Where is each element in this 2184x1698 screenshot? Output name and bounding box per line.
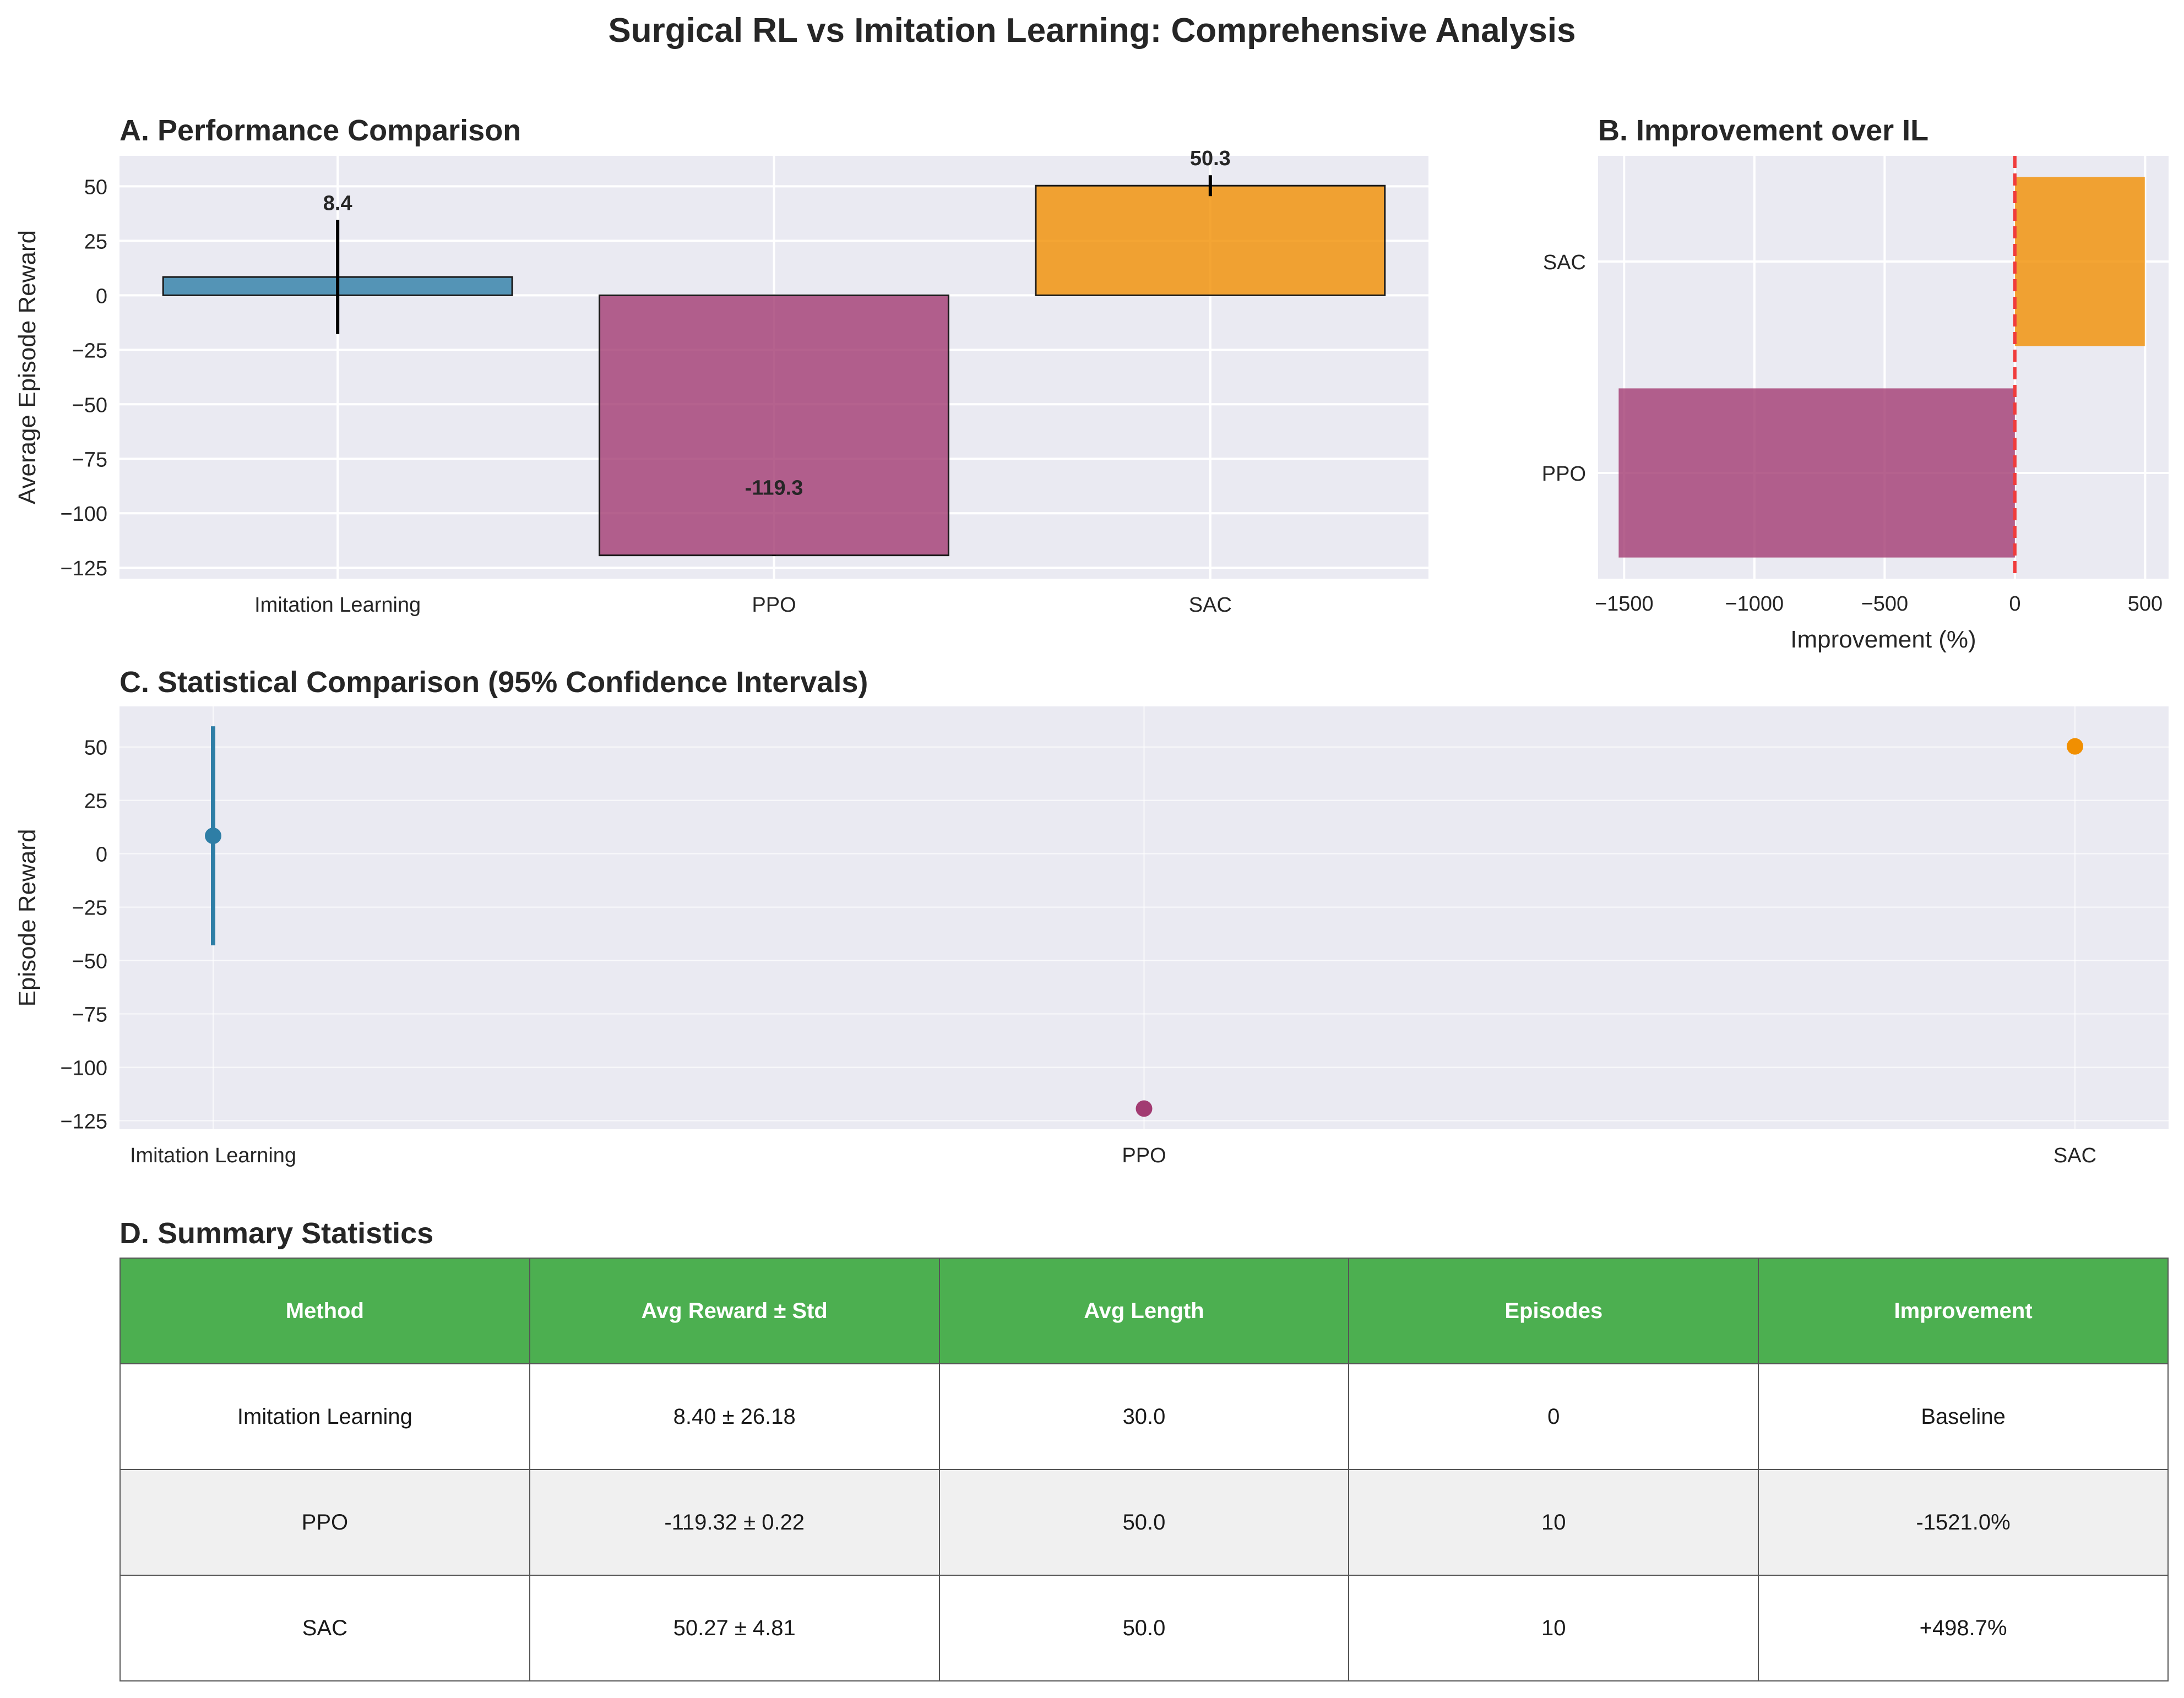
panel-c-title: C. Statistical Comparison (95% Confidenc…: [119, 666, 868, 699]
panel-a-x-tick-label: PPO: [752, 594, 796, 617]
bar-improvement-sac: [2014, 177, 2145, 346]
column-header-avg-length: Avg Length: [938, 1258, 1350, 1364]
panel-a-title: A. Performance Comparison: [119, 114, 521, 147]
column-header-episodes: Episodes: [1348, 1258, 1759, 1364]
bar-ppo: [599, 294, 949, 557]
figure-title: Surgical RL vs Imitation Learning: Compr…: [608, 12, 1575, 50]
ci-point-sac: [2067, 738, 2083, 755]
panel-a-x-tick-label: SAC: [1189, 594, 1232, 617]
panel-a-y-tick-label: −50: [72, 394, 107, 417]
table-cell-improvement: -1521.0%: [1758, 1469, 2169, 1576]
panel-a-y-tick-label: −125: [60, 557, 107, 580]
panel-b-x-tick-label: 500: [2128, 592, 2163, 616]
table-cell-avg-reward: 8.40 ± 26.18: [529, 1363, 940, 1470]
column-header-avg-reward: Avg Reward ± Std: [529, 1258, 940, 1364]
table-cell-method: SAC: [119, 1575, 530, 1681]
table-cell-avg-reward: -119.32 ± 0.22: [529, 1469, 940, 1576]
panel-b-improvement-over-il: −1500 −1000 −500 0 500 PPO SAC B. Improvement …: [1542, 114, 2169, 653]
table-cell-avg-length: 50.0: [938, 1469, 1350, 1576]
panel-b-x-axis-label: Improvement (%): [1790, 626, 1976, 653]
panel-c-y-tick-label: 0: [96, 843, 107, 867]
panel-c-y-tick-label: 50: [84, 737, 107, 760]
panel-b-title: B. Improvement over IL: [1598, 114, 1928, 147]
ci-point-imitation-learning: [205, 828, 221, 845]
panel-c-y-tick-label: −25: [72, 897, 107, 920]
column-header-method: Method: [119, 1258, 530, 1364]
panel-c-x-tick-label: PPO: [1122, 1144, 1166, 1167]
bar-value-label: 50.3: [1190, 147, 1231, 170]
bar-improvement-ppo: [1618, 388, 2015, 558]
panel-a-y-tick-label: −100: [60, 503, 107, 526]
panel-c-x-tick-label: Imitation Learning: [130, 1144, 296, 1167]
summary-table-container: Method Avg Reward ± Std Avg Length Episo…: [119, 1258, 2169, 1681]
bar-value-label: -119.3: [745, 477, 803, 500]
panel-c-x-tick-label: SAC: [2053, 1144, 2096, 1167]
table-cell-episodes: 10: [1348, 1575, 1759, 1681]
panel-c-statistical-comparison: 50 25 0 −25 −50 −75 −100 −125 Imitation Learning…: [14, 666, 2169, 1167]
panel-a-x-tick-label: Imitation Learning: [254, 594, 421, 617]
panel-c-y-tick-label: 25: [84, 790, 107, 813]
panel-a-y-tick-label: −25: [72, 339, 107, 362]
panel-a-y-axis-label: Average Episode Reward: [14, 230, 41, 504]
bar-sac: [1035, 184, 1386, 296]
table-cell-method: Imitation Learning: [119, 1363, 530, 1470]
panel-c-y-axis-label: Episode Reward: [14, 829, 41, 1007]
ci-point-ppo: [1136, 1100, 1153, 1117]
panel-b-y-tick-label: SAC: [1543, 251, 1586, 274]
panel-c-y-tick-label: −100: [60, 1057, 107, 1080]
panel-a-y-tick-label: 50: [84, 176, 107, 199]
panel-a-performance-comparison: 50 25 0 −25 −50 −75 −100 −125 8.4 Imitation Learn…: [14, 114, 1428, 617]
panel-a-y-tick-label: −75: [72, 448, 107, 471]
panel-b-y-tick-label: PPO: [1542, 462, 1586, 486]
panel-b-x-tick-label: −1000: [1725, 592, 1784, 616]
panel-c-y-tick-label: −125: [60, 1110, 107, 1133]
table-header-row: Method Avg Reward ± Std Avg Length Episo…: [119, 1258, 2169, 1364]
panel-a-y-tick-label: 25: [84, 230, 107, 253]
table-cell-avg-length: 50.0: [938, 1575, 1350, 1681]
table-row: Imitation Learning 8.40 ± 26.18 30.0 0 B…: [119, 1363, 2169, 1470]
bar-value-label: 8.4: [323, 192, 352, 215]
panel-b-x-tick-label: −1500: [1595, 592, 1654, 616]
panel-c-y-tick-label: −50: [72, 950, 107, 973]
table-cell-method: PPO: [119, 1469, 530, 1576]
panel-c-y-tick-label: −75: [72, 1004, 107, 1027]
panel-b-x-tick-label: −500: [1861, 592, 1909, 616]
panel-a-y-tick-label: 0: [96, 285, 107, 308]
table-cell-avg-reward: 50.27 ± 4.81: [529, 1575, 940, 1681]
table-row: SAC 50.27 ± 4.81 50.0 10 +498.7%: [119, 1575, 2169, 1681]
table-cell-episodes: 10: [1348, 1469, 1759, 1576]
panel-b-x-tick-label: 0: [2009, 592, 2020, 616]
column-header-improvement: Improvement: [1758, 1258, 2169, 1364]
table-cell-episodes: 0: [1348, 1363, 1759, 1470]
panel-d-title: D. Summary Statistics: [119, 1217, 433, 1250]
summary-table: Method Avg Reward ± Std Avg Length Episo…: [119, 1258, 2169, 1681]
table-cell-avg-length: 30.0: [938, 1363, 1350, 1470]
table-cell-improvement: Baseline: [1758, 1363, 2169, 1470]
table-row: PPO -119.32 ± 0.22 50.0 10 -1521.0%: [119, 1469, 2169, 1576]
table-cell-improvement: +498.7%: [1758, 1575, 2169, 1681]
